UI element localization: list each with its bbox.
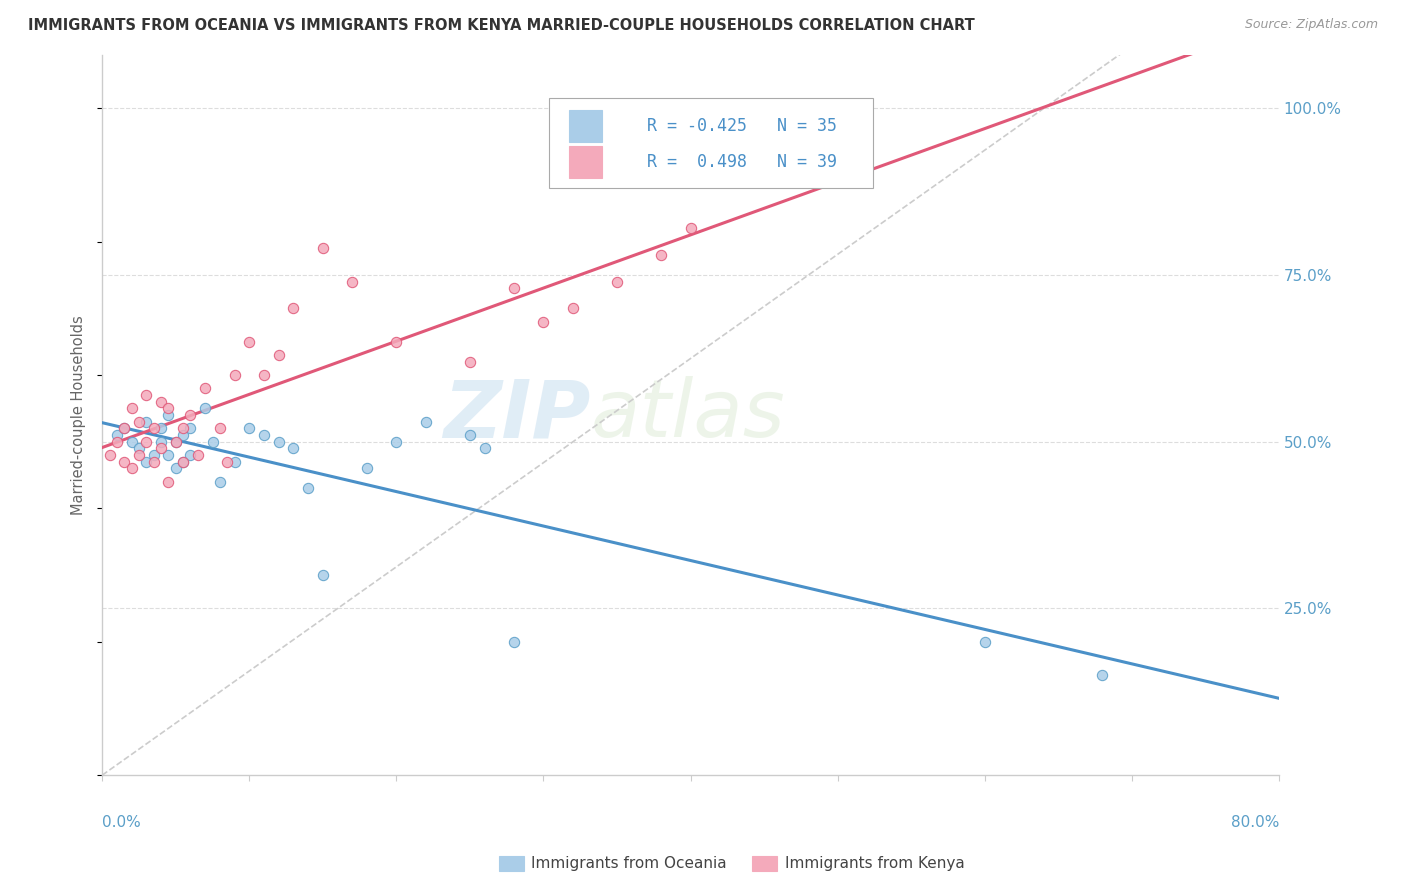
FancyBboxPatch shape	[550, 98, 873, 188]
Text: 0.0%: 0.0%	[103, 814, 141, 830]
Point	[283, 301, 305, 316]
Text: R =  0.498   N = 39: R = 0.498 N = 39	[647, 153, 837, 170]
Point	[157, 475, 180, 489]
Point	[121, 434, 143, 449]
Point	[253, 368, 276, 383]
Point	[142, 448, 165, 462]
Point	[224, 368, 246, 383]
Point	[679, 221, 702, 235]
Point	[105, 428, 128, 442]
Point	[165, 434, 187, 449]
Point	[217, 455, 239, 469]
Text: Source: ZipAtlas.com: Source: ZipAtlas.com	[1244, 18, 1378, 31]
Text: 80.0%: 80.0%	[1230, 814, 1279, 830]
Point	[128, 415, 150, 429]
Point	[283, 442, 305, 456]
Point	[172, 455, 194, 469]
Point	[650, 248, 672, 262]
Bar	[569, 145, 602, 178]
Point	[150, 442, 173, 456]
Point	[112, 421, 135, 435]
Point	[179, 421, 201, 435]
Point	[312, 568, 335, 582]
Point	[201, 434, 224, 449]
Point	[165, 434, 187, 449]
Point	[224, 455, 246, 469]
Point	[121, 401, 143, 416]
Point	[135, 455, 157, 469]
Point	[105, 434, 128, 449]
Text: atlas: atlas	[591, 376, 786, 454]
Point	[179, 408, 201, 422]
Point	[128, 442, 150, 456]
Point	[342, 275, 364, 289]
Point	[606, 275, 628, 289]
Point	[194, 401, 217, 416]
Point	[121, 461, 143, 475]
Point	[172, 455, 194, 469]
Point	[135, 434, 157, 449]
Point	[385, 434, 408, 449]
Point	[157, 401, 180, 416]
Point	[297, 482, 319, 496]
Bar	[569, 110, 602, 142]
Point	[208, 421, 231, 435]
Point	[238, 334, 260, 349]
Point	[561, 301, 583, 316]
Text: R = -0.425   N = 35: R = -0.425 N = 35	[647, 117, 837, 135]
Point	[135, 415, 157, 429]
Point	[385, 334, 408, 349]
Point	[458, 355, 481, 369]
Y-axis label: Married-couple Households: Married-couple Households	[72, 315, 86, 515]
Point	[157, 448, 180, 462]
Point	[253, 428, 276, 442]
Point	[312, 242, 335, 256]
Text: Immigrants from Oceania: Immigrants from Oceania	[531, 856, 727, 871]
Point	[128, 448, 150, 462]
Point	[533, 315, 555, 329]
Point	[112, 421, 135, 435]
Point	[142, 455, 165, 469]
Point	[112, 455, 135, 469]
Point	[208, 475, 231, 489]
Point	[165, 461, 187, 475]
Point	[172, 428, 194, 442]
Point	[474, 442, 496, 456]
Point	[187, 448, 209, 462]
Point	[503, 281, 526, 295]
Point	[194, 382, 217, 396]
Text: IMMIGRANTS FROM OCEANIA VS IMMIGRANTS FROM KENYA MARRIED-COUPLE HOUSEHOLDS CORRE: IMMIGRANTS FROM OCEANIA VS IMMIGRANTS FR…	[28, 18, 974, 33]
Point	[1091, 668, 1114, 682]
Point	[503, 635, 526, 649]
Point	[458, 428, 481, 442]
Point	[267, 348, 290, 362]
Point	[157, 408, 180, 422]
Point	[415, 415, 437, 429]
Text: ZIP: ZIP	[443, 376, 591, 454]
Point	[135, 388, 157, 402]
Point	[356, 461, 378, 475]
Point	[172, 421, 194, 435]
Point	[238, 421, 260, 435]
Point	[179, 448, 201, 462]
Point	[142, 421, 165, 435]
Point	[150, 394, 173, 409]
Point	[267, 434, 290, 449]
Point	[98, 448, 121, 462]
Text: Immigrants from Kenya: Immigrants from Kenya	[785, 856, 965, 871]
Point	[973, 635, 995, 649]
Point	[150, 421, 173, 435]
Point	[150, 434, 173, 449]
